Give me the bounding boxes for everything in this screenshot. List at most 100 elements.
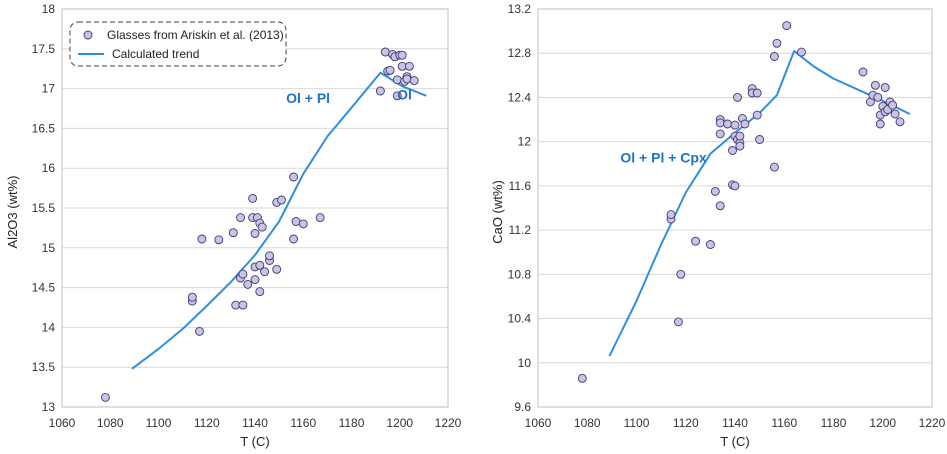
al2o3-glass-point — [409, 76, 419, 86]
al2o3-glass-point — [402, 74, 412, 84]
al2o3-glass-point — [255, 287, 265, 297]
al2o3-annotation: Ol — [397, 87, 412, 103]
al2o3-glass-point — [195, 326, 204, 336]
cao-glass-point — [870, 80, 880, 90]
cao-y-tick: 9.6 — [514, 400, 531, 414]
cao-glass-point — [797, 47, 806, 57]
cao-glass-point — [730, 120, 740, 130]
al2o3-glass-point — [392, 75, 402, 85]
legend-marker-glasses — [83, 30, 93, 40]
cao-glass-point — [895, 117, 905, 127]
al2o3-x-tick: 1200 — [386, 416, 413, 430]
al2o3-glass-point — [260, 267, 270, 277]
cao-glass-point — [890, 109, 900, 119]
al2o3-glass-point — [257, 222, 267, 232]
al2o3-x-tick: 1080 — [97, 416, 124, 430]
al2o3-glass-point — [250, 229, 260, 238]
legend-box — [69, 21, 287, 67]
legend-label-trend: Calculated trend — [112, 47, 199, 61]
cao-glass-point — [772, 38, 782, 48]
legend-label-glasses: Glasses from Ariskin et al. (2013) — [107, 28, 284, 42]
cao-x-tick: 1180 — [821, 416, 847, 430]
cao-y-tick: 11.6 — [509, 179, 532, 193]
cao-glass-point — [782, 21, 792, 31]
al2o3-glass-point — [248, 193, 258, 203]
al2o3-y-tick: 15 — [42, 241, 56, 255]
cao-x-tick: 1120 — [673, 416, 699, 430]
al2o3-glass-point — [236, 213, 245, 223]
cao-annotations: Ol + Pl + Cpx — [620, 150, 707, 166]
cao-annotation: Ol + Pl + Cpx — [620, 150, 707, 166]
cao-series — [577, 21, 911, 383]
cao-x-tick: 1140 — [722, 416, 748, 430]
cao-glass-point — [735, 141, 745, 151]
cao-glass-point — [733, 92, 742, 102]
cao-glass-point — [715, 129, 725, 139]
al2o3-x-tick: 1220 — [435, 416, 462, 430]
al2o3-annotation: Ol + Pl — [286, 90, 330, 106]
chart-legend: Glasses from Ariskin et al. (2013) Calcu… — [69, 21, 287, 67]
al2o3-glass-point — [385, 65, 395, 75]
cao-y-tick: 10.4 — [508, 312, 532, 326]
cao-glass-point — [728, 146, 737, 155]
cao-y-tick: 12 — [518, 135, 532, 149]
al2o3-glass-point — [375, 86, 385, 96]
al2o3-x-tick: 1180 — [339, 416, 365, 430]
al2o3-x-tick-labels: 1060 1080 1100 1120 1140 1160 1180 1200 1220 — [49, 416, 462, 430]
cao-y-tick: 12.4 — [508, 90, 532, 104]
cao-glass-point — [873, 92, 883, 102]
cao-glass-point — [676, 269, 686, 279]
al2o3-glass-point — [289, 234, 299, 244]
cao-plot-frame — [537, 8, 933, 408]
cao-glass-point — [888, 100, 898, 110]
cao-x-tick: 1060 — [525, 416, 552, 430]
cao-glass-point — [769, 52, 779, 61]
cao-x-tick-labels: 1060 1080 1100 1120 1140 1160 1180 1200 1220 — [525, 416, 946, 430]
cao-x-tick: 1160 — [771, 416, 797, 430]
al2o3-glass-point — [392, 91, 402, 101]
al2o3-annotations: Ol + Pl Ol — [286, 87, 412, 106]
al2o3-y-tick: 14.5 — [32, 281, 56, 295]
cao-glass-point — [755, 135, 765, 144]
al2o3-glass-point — [197, 234, 207, 244]
cao-glass-point — [735, 131, 745, 141]
al2o3-y-tick: 16 — [42, 161, 56, 175]
cao-glass-point — [673, 317, 683, 327]
al2o3-glass-point — [298, 219, 308, 229]
al2o3-x-tick: 1120 — [194, 416, 220, 430]
cao-y-axis-label: CaO (wt%) — [490, 180, 505, 244]
al2o3-glass-point — [289, 172, 299, 182]
al2o3-x-tick: 1160 — [290, 416, 316, 430]
cao-glass-point — [740, 119, 750, 129]
cao-glass-point — [769, 162, 779, 172]
al2o3-y-tick: 16.5 — [32, 121, 56, 135]
cao-glass-point — [752, 88, 762, 98]
cao-y-tick: 12.8 — [508, 46, 532, 60]
cao-glass-point — [710, 186, 720, 196]
al2o3-y-axis-label: Al2O3 (wt%) — [5, 176, 20, 249]
al2o3-y-tick: 14 — [42, 320, 56, 334]
al2o3-y-tick: 13.5 — [32, 360, 56, 374]
al2o3-glass-point — [238, 300, 248, 310]
al2o3-glass-point — [291, 217, 301, 226]
al2o3-glass-point — [187, 292, 197, 302]
cao-y-tick: 10.8 — [508, 267, 532, 281]
cao-glass-point — [752, 110, 762, 120]
al2o3-y-tick: 18 — [42, 2, 56, 16]
cao-glass-point — [691, 236, 701, 246]
al2o3-glass-point — [214, 235, 224, 245]
al2o3-glass-point — [265, 251, 274, 261]
cao-y-tick: 11.2 — [509, 223, 532, 237]
cao-glass-point — [858, 67, 868, 77]
al2o3-y-tick: 17.5 — [32, 42, 56, 56]
al2o3-y-tick: 13 — [42, 400, 56, 414]
al2o3-glass-point — [277, 195, 286, 205]
cao-glass-point — [715, 118, 725, 128]
al2o3-glass-point — [238, 269, 248, 279]
cao-glass-point — [723, 119, 733, 129]
cao-glass-point — [666, 210, 676, 220]
cao-x-tick: 1080 — [574, 416, 601, 430]
cao-y-tick: 10 — [518, 356, 532, 370]
cao-x-tick: 1200 — [869, 416, 896, 430]
